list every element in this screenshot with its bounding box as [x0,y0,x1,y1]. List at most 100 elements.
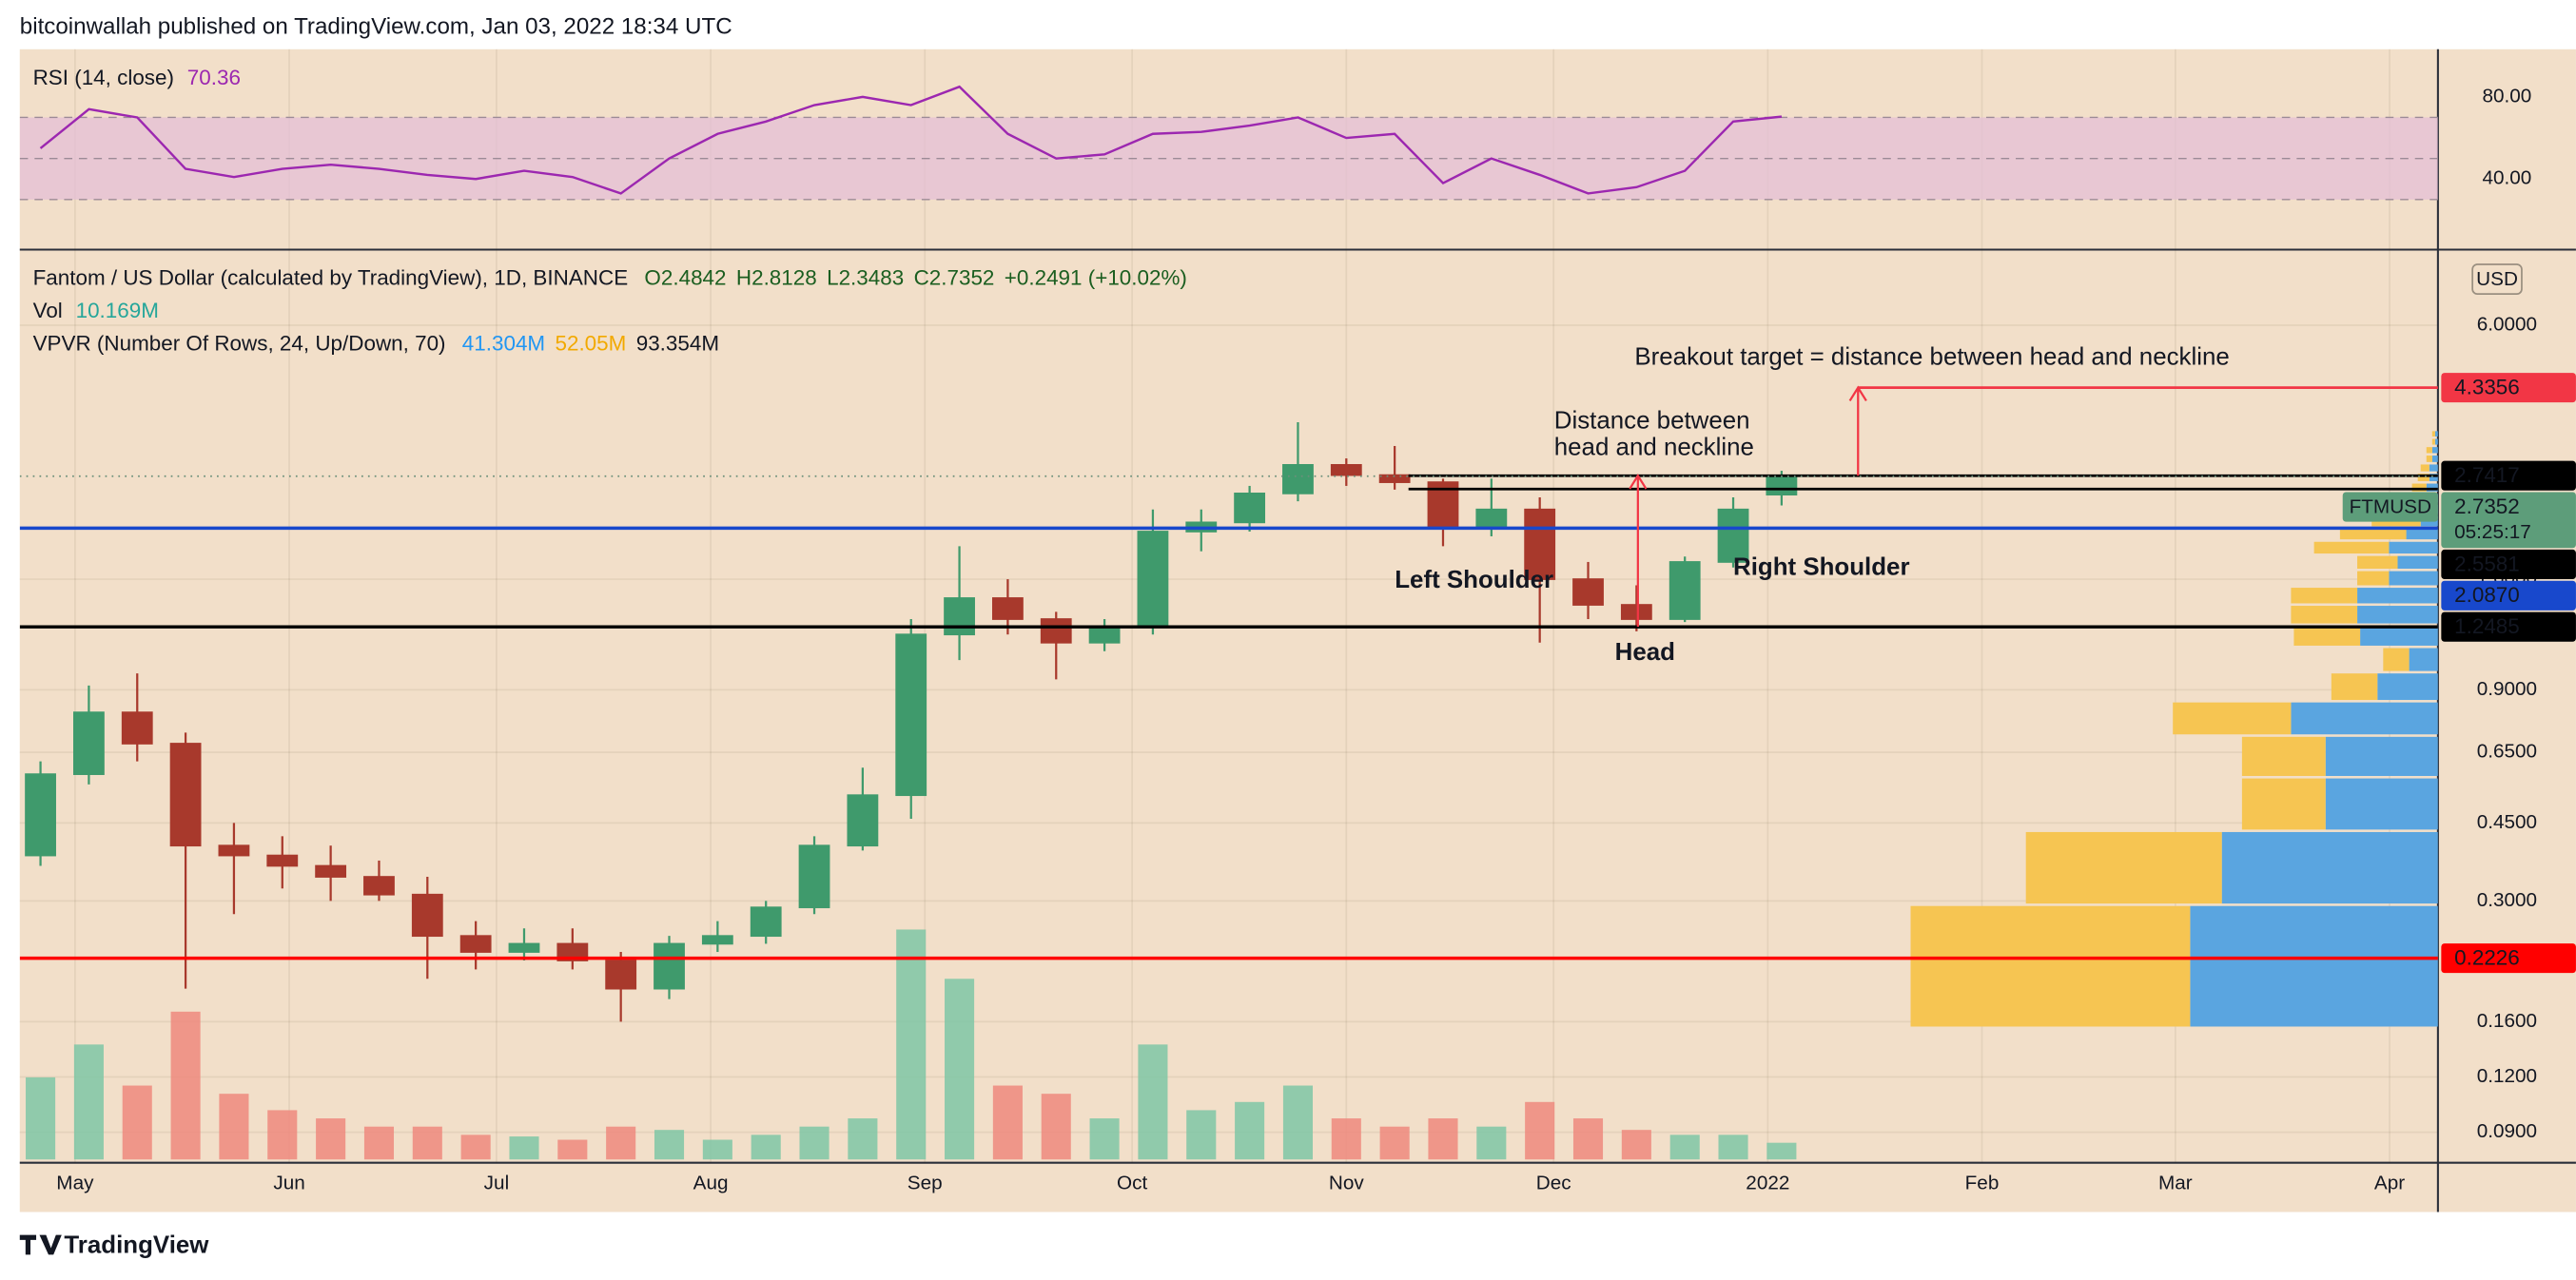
candle-body [363,876,395,896]
candle-body [459,935,492,953]
x-tick-label: Jun [273,1173,304,1194]
profile-up [2409,648,2438,671]
profile-up [2389,571,2438,586]
candle-body [315,864,347,878]
candle-body [750,906,782,938]
symbol-title: Fantom / US Dollar (calculated by Tradin… [33,266,629,290]
price-badge-label: 0.2226 [2454,945,2520,969]
annotation: Left Shoulder [1395,567,1553,593]
volume-bar [1138,1044,1168,1160]
volume-bar [73,1044,104,1160]
y-unit: USD [2476,268,2518,290]
price-badge-label: 2.7352 [2454,495,2520,518]
volume-bar [1766,1142,1797,1160]
x-tick-label: Oct [1117,1173,1147,1194]
volume-bar [1282,1085,1314,1160]
profile-legend: VPVR (Number Of Rows, 24, Up/Down, 70) 41… [33,332,719,356]
volume-bar [122,1085,152,1160]
candle-body [1717,508,1749,563]
profile-up [2397,555,2438,570]
y-tick-label: 0.4500 [2477,811,2537,833]
candle-body [1088,626,1121,644]
candle-body [1234,493,1266,524]
profile-up [2357,588,2438,604]
profile-down [2411,483,2427,492]
volume-bar [848,1118,878,1160]
profile-up [2406,528,2438,540]
profile-up [2325,736,2438,776]
profile-down [2241,778,2326,830]
y-tick-label: 0.0900 [2477,1120,2537,1142]
candle-body [944,597,975,636]
x-tick-label: 2022 [1746,1173,1789,1194]
rsi-line [39,85,1783,195]
rsi-tick-label: 80.00 [2482,85,2531,107]
profile-up [2221,831,2438,904]
volume-legend: Vol 10.169M [33,299,159,322]
candle-body [73,711,105,775]
profile-up [2377,673,2438,701]
ohlc-value: +0.2491 (+10.02%) [1005,266,1187,290]
volume-bar [1379,1126,1410,1160]
x-tick-label: May [56,1173,94,1194]
volume-bar [1476,1126,1507,1160]
profile-down [2291,606,2358,624]
x-tick-label: Sep [907,1173,943,1194]
profile-up [2429,474,2438,481]
candle-body [1669,561,1701,620]
x-tick-label: Jul [484,1173,510,1194]
candle-body [1766,475,1798,496]
candle-body [556,942,589,961]
y-tick-label: 0.1600 [2477,1010,2537,1032]
price-badge-label: 2.5581 [2454,552,2520,575]
volume-bar [799,1126,829,1160]
y-tick-label: 0.3000 [2477,889,2537,911]
x-tick-label: Feb [1965,1173,2000,1194]
candle-body [798,844,830,909]
annotation: head and neckline [1554,434,1754,460]
profile-down [2431,431,2435,436]
profile-up [2434,438,2438,445]
profile-down [2417,474,2430,481]
volume-bar [1331,1118,1361,1160]
candle-body [1475,508,1508,528]
price-badge [2441,549,2576,580]
rsi-value: 70.36 [187,66,241,89]
candle-body [1524,508,1556,580]
ohlc-value: C2.7352 [914,266,995,290]
candle-body [1572,578,1604,606]
countdown: 05:25:17 [2454,521,2531,543]
profile-down [2291,588,2358,604]
y-tick-label: 6.0000 [2477,313,2537,335]
price-badge [2441,580,2576,611]
profile-up [2325,778,2438,830]
volume-bar [1669,1135,1700,1160]
volume-bar [363,1126,395,1160]
profile-down [2331,673,2378,701]
profile-up [2431,447,2438,454]
candle-body [1620,604,1652,620]
volume-bar [992,1085,1023,1160]
candle-body [654,942,685,990]
price-badge [2441,460,2576,491]
candle-body [508,942,540,953]
profile-down [2431,438,2435,445]
volume-bar [654,1130,685,1160]
profile-up [2431,456,2438,462]
annotation: Distance between [1554,408,1750,435]
volume-bar [316,1118,346,1160]
candle-body [895,633,927,797]
candle-body [847,794,879,847]
profile-up [2357,606,2438,624]
brand: TradingView [64,1232,209,1259]
annotation: Head [1615,639,1675,666]
candle-body [169,743,202,847]
price-badge [2441,943,2576,974]
candle-body [411,893,443,938]
price-badge-label: 4.3356 [2454,375,2520,398]
profile-total: 93.354M [636,332,719,356]
profile-down [2339,528,2407,540]
profile-up [2429,464,2438,472]
price-badge-label: 1.2485 [2454,614,2520,638]
profile-down [2025,831,2222,904]
